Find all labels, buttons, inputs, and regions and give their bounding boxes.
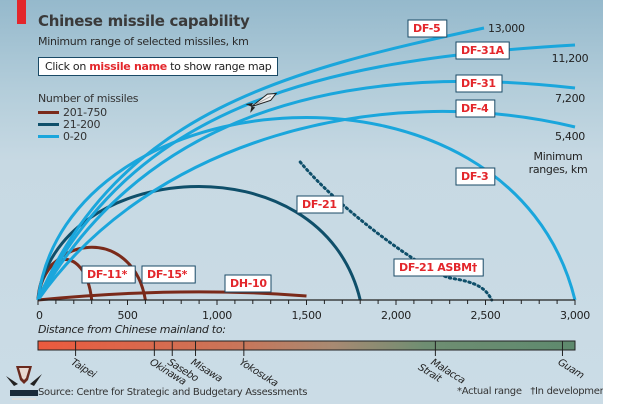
missile-label-box[interactable] [455,99,496,118]
missile-label-df-21-asbm[interactable]: DF-21 ASBM† [393,258,484,277]
missile-label-box[interactable] [393,258,484,277]
missile-label-box[interactable] [224,274,272,293]
instruction-box: Click on missile name to show range map [38,57,279,76]
x-tick-label: 500 [117,309,137,322]
missile-label-box[interactable] [455,167,496,186]
chart-subtitle: Minimum range of selected missiles, km [38,35,249,48]
x-tick-label: 3,000 [560,309,590,322]
footnote-actual-range: *Actual range [457,386,522,397]
x-axis: 0 500 1,000 1,500 2,000 2,500 3,000 [36,299,591,322]
hint-highlight: missile name [89,60,167,73]
legend-item-201-750: 201-750 [38,105,138,119]
missile-label-df-31a[interactable]: DF-31A [455,41,510,60]
legend-swatch [38,134,59,138]
range-value-label: 13,000 [488,22,525,35]
missile-label-text: DH-10 [230,277,267,290]
legend: Number of missiles 201-750 21-200 0-20 [38,92,139,143]
missile-label-box[interactable] [455,74,503,93]
footnotes: *Actual range †In development [457,386,603,397]
legend-label: 201-750 [63,105,107,119]
range-value-label: 7,200 [555,92,585,105]
legend-item-21-200: 21-200 [38,117,138,131]
x-tick-label: 2,500 [471,309,501,322]
trajectory-dh-10 [37,290,307,302]
x-tick-label: 1,000 [202,309,232,322]
legend-swatch [38,122,59,126]
destination-label: Guam [556,357,586,382]
source-note: Source: Centre for Strategic and Budgeta… [38,387,308,398]
hint-prefix: Click on [45,60,90,73]
trajectory-df-21 [36,184,362,301]
missile-label-text: DF-21 [302,198,337,211]
distance-axis-label: Distance from Chinese mainland to: [38,323,226,336]
missile-label-df-11[interactable]: DF-11* [81,265,136,284]
legend-title: Number of missiles [38,92,139,105]
arcs-layer [36,26,577,302]
missile-label-text: DF-31 [461,77,496,90]
range-labels: 5,400 7,200 11,200 13,000 [488,22,589,143]
legend-label: 0-20 [63,129,87,143]
destination-label: Yokosuka [237,357,280,389]
range-value-label: 5,400 [555,130,585,143]
missile-label-box[interactable] [407,19,448,38]
brand-tab [17,0,26,24]
distance-gradient-bar [37,340,576,351]
chart-svg: 0 500 1,000 1,500 2,000 2,500 3,000 Taipei Okin… [36,19,591,389]
missile-label-df-15[interactable]: DF-15* [141,265,196,284]
missile-label-df-21[interactable]: DF-21 [296,195,344,214]
rocket-icon [245,92,278,113]
missile-label-text: DF-5 [413,22,440,35]
missile-label-box[interactable] [81,265,136,284]
missile-label-text: DF-11* [87,268,128,281]
chart-frame: Chinese missile capability Minimum range… [0,0,603,404]
logo-icon [6,366,42,400]
missile-label-box[interactable] [296,195,344,214]
footnote-in-development: †In development [530,386,603,397]
missile-label-text: DF-15* [147,268,188,281]
range-value-label: 11,200 [552,52,589,65]
legend-item-0-20: 0-20 [38,129,138,143]
trajectory-df-3 [36,116,577,301]
missile-label-box[interactable] [141,265,196,284]
x-tick-label: 2,000 [381,309,411,322]
legend-swatch [38,110,59,114]
chart-title: Chinese missile capability [38,12,250,30]
minimum-ranges-note: Minimum ranges, km [528,150,588,176]
trajectory-df-5 [36,26,485,301]
destination-label: Taipei [69,357,98,381]
legend-label: 21-200 [63,117,101,131]
missile-label-df-31[interactable]: DF-31 [455,74,503,93]
missile-label-text: DF-4 [461,102,489,115]
x-tick-label: 1,500 [292,309,322,322]
missile-label-box[interactable] [455,41,510,60]
missile-label-text: DF-21 ASBM† [399,261,478,274]
missile-labels: DF-11* DF-15* DH-10 DF-21 DF-21 ASBM† DF-3 DF-… [81,19,510,293]
missile-label-df-5[interactable]: DF-5 [407,19,448,38]
missile-label-text: DF-3 [461,170,488,183]
hint-suffix: to show range map [166,60,272,73]
missile-label-text: DF-31A [461,44,505,57]
x-tick-label: 0 [36,309,43,322]
missile-label-df-4[interactable]: DF-4 [455,99,496,118]
missile-label-dh-10[interactable]: DH-10 [224,274,272,293]
missile-label-df-3[interactable]: DF-3 [455,167,496,186]
